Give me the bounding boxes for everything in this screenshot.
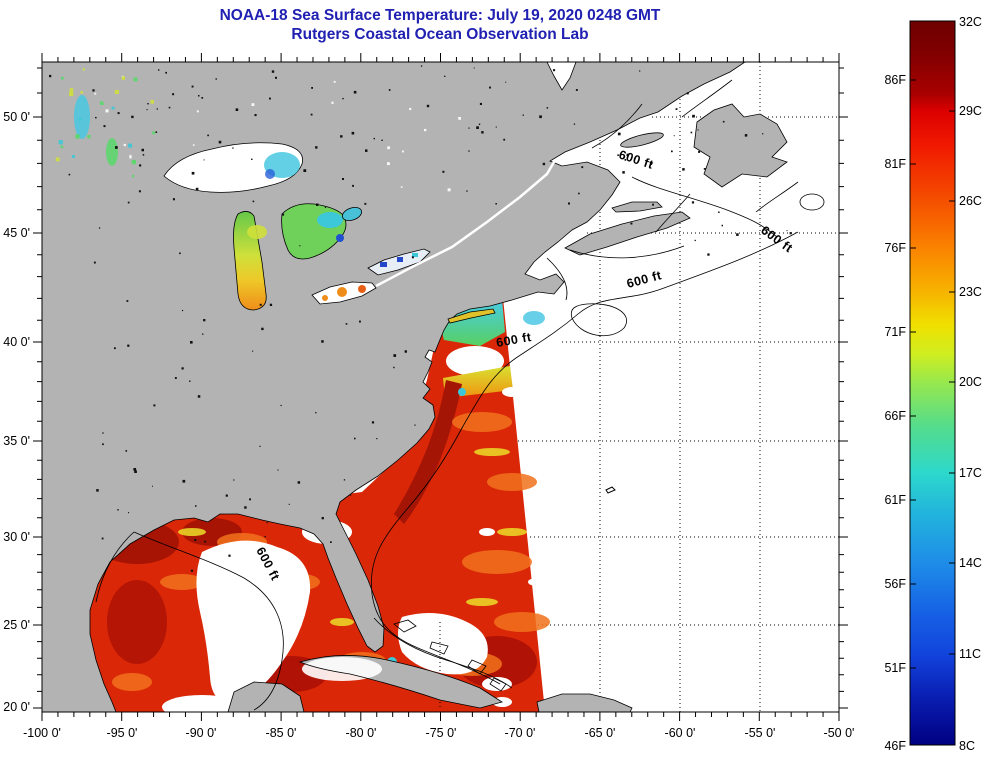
georgian-bay [341,207,363,221]
x-tick-label: -50 0' [824,726,855,740]
cloud-over-cuba [302,657,382,681]
newfoundland [693,103,788,188]
cb-f-label: 66F [884,409,906,423]
lake-winnipeg [74,95,90,139]
y-axis-tick-labels: 50 0' 45 0' 40 0' 35 0' 30 0' 25 0' 20 0… [3,110,30,714]
lake-michigan [233,211,267,311]
cb-f-label: 46F [884,739,906,753]
colorbar-ticks [910,79,955,669]
cb-f-label: 71F [884,325,906,339]
cb-c-label: 8C [959,739,975,753]
lake-superior [163,142,303,193]
cb-c-label: 32C [959,15,982,29]
cb-c-label: 11C [959,647,981,661]
cb-f-label: 51F [884,661,906,675]
x-tick-label: -65 0' [585,726,616,740]
north-america-landmass [42,62,746,712]
x-tick-label: -60 0' [665,726,696,740]
y-tick-label: 50 0' [3,110,30,124]
cb-c-label: 26C [959,194,982,208]
page-subtitle: Rutgers Coastal Ocean Observation Lab [291,26,588,43]
contour-label-mid-atlantic: 600 ft [495,330,533,350]
x-tick-label: -75 0' [426,726,457,740]
axes: -100 0' -95 0' -90 0' -85 0' -80 0' -75 … [3,53,854,740]
great-lakes [74,95,556,325]
nova-scotia [564,211,691,256]
prince-edward-island [611,201,663,213]
yucatan [227,681,305,712]
y-tick-label: 35 0' [3,434,30,448]
james-bay [546,62,577,91]
y-tick-label: 20 0' [3,700,30,714]
cb-f-label: 76F [884,241,906,255]
cb-f-label: 81F [884,157,906,171]
depth-contours [95,79,825,711]
map-plot [42,62,839,712]
x-tick-label: -55 0' [745,726,776,740]
axis-ticks [33,53,848,721]
colorbar-fahrenheit-labels: 86F 81F 76F 71F 66F 61F 56F 51F 46F [884,73,906,753]
anticosti-island [620,132,664,148]
cb-f-label: 56F [884,577,906,591]
st-lawrence-river [375,161,556,288]
cb-c-label: 17C [959,466,982,480]
y-tick-label: 30 0' [3,530,30,544]
cb-c-label: 23C [959,285,982,299]
cb-c-label: 14C [959,556,982,570]
hispaniola [536,693,633,712]
y-tick-label: 25 0' [3,618,30,632]
x-tick-label: -100 0' [23,726,61,740]
long-island [447,308,496,324]
colorbar-celsius-labels: 32C 29C 26C 23C 20C 17C 14C 11C 8C [959,15,982,753]
x-tick-label: -80 0' [346,726,377,740]
cape-cod-cool-patch [523,311,545,325]
page-title: NOAA-18 Sea Surface Temperature: July 19… [220,7,661,24]
bermuda [605,486,616,494]
x-axis-tick-labels: -100 0' -95 0' -90 0' -85 0' -80 0' -75 … [23,726,854,740]
cb-c-label: 20C [959,375,982,389]
land-layer [42,62,788,712]
colorbar: 32C 29C 26C 23C 20C 17C 14C 11C 8C 86F 8… [884,15,981,753]
x-tick-label: -85 0' [266,726,297,740]
cb-c-label: 29C [959,104,982,118]
land-speckles [49,65,792,572]
x-tick-label: -95 0' [107,726,138,740]
x-tick-label: -90 0' [186,726,217,740]
y-tick-label: 40 0' [3,335,30,349]
colorbar-gradient [909,20,956,746]
cb-f-label: 86F [884,73,906,87]
x-tick-label: -70 0' [505,726,536,740]
y-tick-label: 45 0' [3,226,30,240]
cb-f-label: 61F [884,493,906,507]
